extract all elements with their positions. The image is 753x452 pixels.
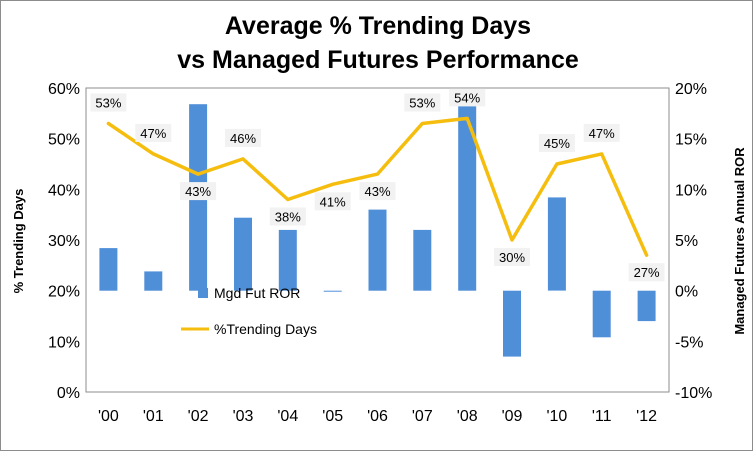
x-tick-0: '00 [98,408,119,425]
y-left-tick-2: 20% [48,284,80,301]
bar-9 [503,290,521,357]
y-right-ticks: -10% -5% 0% 5% 10% 15% 20% [675,81,712,402]
bar-6 [368,209,387,291]
y-left-tick-0: 0% [57,385,80,402]
bar-7 [413,229,432,291]
data-labels: 53% 47% 43% 46% 38% 41% 43% 53% 54% 30% 45% 47% 27% [90,88,665,282]
chart-title-line-1: Average % Trending Days [225,12,531,40]
data-label-6: 43% [364,184,390,199]
data-label-11: 47% [589,126,615,141]
chart-title-line-2: vs Managed Futures Performance [177,46,579,74]
bar-8 [458,102,477,291]
bar-11 [592,290,611,338]
bar-0 [99,248,118,291]
x-tick-1: '01 [143,408,164,425]
bar-12 [637,290,656,322]
y-right-tick-2: 0% [675,284,698,301]
plot-area [85,87,670,393]
data-label-10: 45% [544,136,570,151]
legend-swatch-bar [198,288,208,298]
x-tick-2: '02 [188,408,209,425]
data-label-box-7 [404,93,441,112]
data-label-2: 43% [185,184,211,199]
data-label-7: 53% [409,96,435,111]
y-right-tick-4: 10% [675,182,707,199]
data-label-box-4 [269,207,306,226]
data-label-box-11 [583,123,620,142]
x-tick-11: '11 [592,408,612,425]
y-right-axis-label: Managed Futures Annual ROR [732,147,747,335]
data-label-3: 46% [230,131,256,146]
y-left-tick-5: 50% [48,132,80,149]
x-tick-4: '04 [277,408,298,425]
data-label-box-3 [225,128,261,147]
legend-label-bar: Mgd Fut ROR [214,285,300,301]
data-label-12: 27% [634,265,660,280]
data-label-0: 53% [95,96,121,111]
data-label-4: 38% [275,210,301,225]
y-right-tick-5: 15% [675,132,707,149]
bar-4 [278,229,297,291]
legend: Mgd Fut ROR %Trending Days [181,285,317,337]
y-left-ticks: 0% 10% 20% 30% 40% 50% 60% [48,81,80,402]
y-right-tick-0: -10% [675,385,712,402]
y-left-axis-label: % Trending Days [11,189,26,294]
data-label-box-5 [314,192,351,211]
legend-label-line: %Trending Days [214,321,317,337]
y-left-tick-3: 30% [48,233,80,250]
data-label-5: 41% [320,194,346,209]
x-tick-7: '07 [412,408,433,425]
x-tick-12: '12 [636,408,657,425]
bar-5 [323,290,342,292]
y-left-tick-6: 60% [48,81,80,98]
y-left-tick-1: 10% [48,334,80,351]
bar-1 [144,271,163,291]
data-label-box-9 [494,248,530,266]
data-label-box-10 [538,134,575,152]
x-ticks: '00 '01 '02 '03 '04 '05 '06 '07 '08 '09 '10 '11 '12 [98,408,657,425]
y-right-tick-6: 20% [675,81,707,98]
data-label-8: 54% [454,90,480,105]
data-label-9: 30% [499,250,525,265]
data-label-box-2 [180,182,217,201]
x-tick-9: '09 [502,408,523,425]
x-tick-10: '10 [546,408,567,425]
data-label-box-0 [90,93,127,112]
data-label-1: 47% [140,126,166,141]
x-tick-6: '06 [367,408,388,425]
line-series [106,116,649,257]
bar-series [99,102,656,357]
y-right-tick-3: 5% [675,233,698,250]
x-tick-5: '05 [322,408,343,425]
data-label-box-8 [449,88,486,107]
trending-days-line [106,116,649,257]
y-left-tick-4: 40% [48,182,80,199]
bar-3 [234,217,252,291]
y-right-tick-1: -5% [675,334,703,351]
data-label-box-1 [135,123,172,142]
data-label-box-6 [359,182,396,201]
data-label-box-12 [628,263,665,282]
bar-10 [547,197,566,291]
x-tick-8: '08 [457,408,478,425]
x-tick-3: '03 [233,408,254,425]
